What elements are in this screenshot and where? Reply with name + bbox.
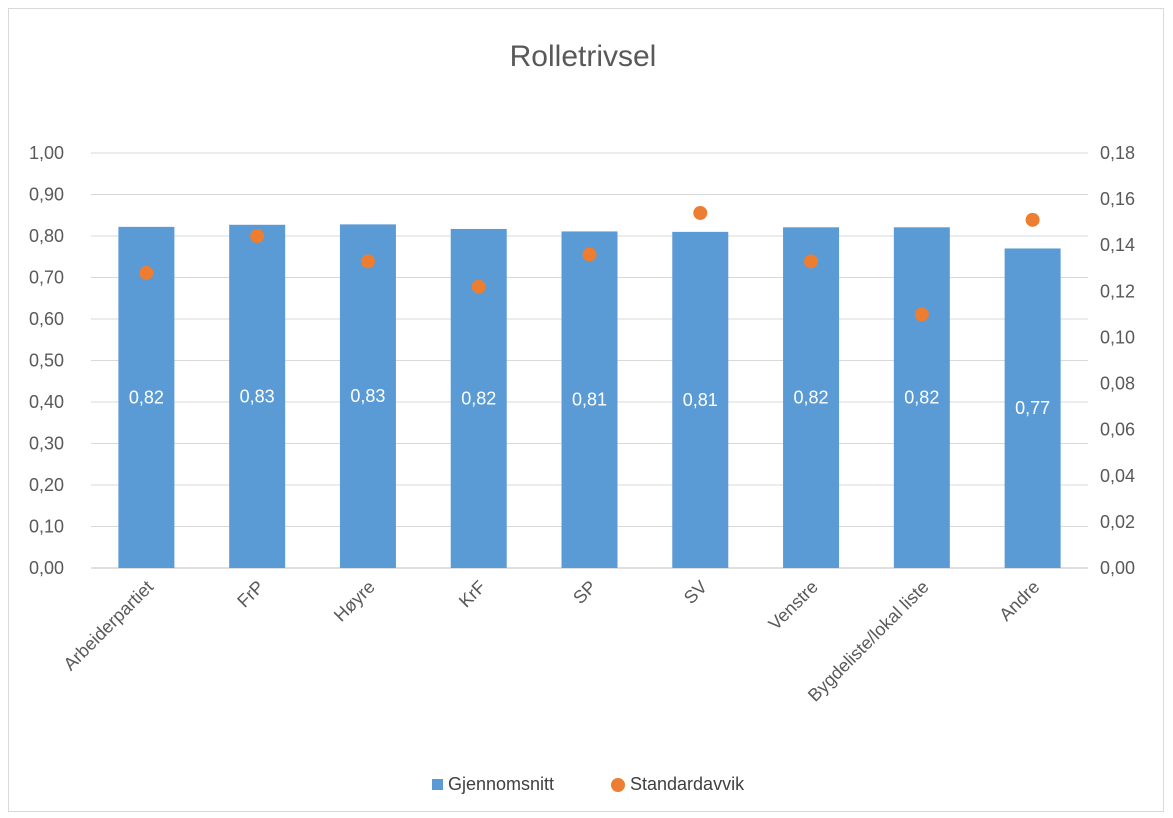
bar-data-label: 0,83 [350, 386, 385, 406]
left-tick-label: 0,10 [29, 517, 64, 537]
bar-data-label: 0,77 [1015, 398, 1050, 418]
bar-data-label: 0,82 [461, 388, 496, 408]
bar [783, 227, 840, 568]
bar-data-labels: 0,82 0,83 0,83 0,82 0,81 0,81 0,82 0,82 0,77 [129, 386, 1050, 418]
x-tick-label: KrF [455, 577, 490, 612]
right-tick-label: 0,16 [1100, 189, 1135, 209]
left-tick-label: 0,00 [29, 558, 64, 578]
x-tick-label: Høyre [330, 577, 379, 626]
bar-data-label: 0,81 [683, 390, 718, 410]
right-tick-label: 0,04 [1100, 466, 1135, 486]
bar [1004, 248, 1061, 568]
bar-series [118, 224, 1061, 569]
x-tick-label: Arbeiderpartiet [60, 577, 158, 675]
x-axis-ticks: Arbeiderpartiet FrP Høyre KrF SP SV VenstreByg… [60, 577, 1044, 706]
right-tick-label: 0,06 [1100, 420, 1135, 440]
left-tick-label: 0,30 [29, 434, 64, 454]
data-point [250, 229, 265, 243]
left-tick-label: 0,80 [29, 226, 64, 246]
bar-data-label: 0,82 [904, 388, 939, 408]
data-point [471, 279, 486, 294]
bar [118, 226, 175, 568]
left-tick-label: 0,90 [29, 185, 64, 205]
x-tick-label: SV [680, 577, 711, 608]
bar [672, 231, 729, 568]
left-tick-label: 0,40 [29, 392, 64, 412]
left-axis-ticks: 0,00 0,10 0,20 0,30 0,40 0,50 0,60 0,70 0,80 0,90… [29, 143, 64, 578]
bar [229, 224, 286, 569]
right-tick-label: 0,14 [1100, 235, 1135, 255]
x-tick-label: Bygdeliste/lokal liste [804, 577, 933, 706]
right-axis-ticks: 0,00 0,02 0,04 0,06 0,08 0,10 0,12 0,14 0,16 0,18 [1100, 143, 1135, 578]
right-tick-label: 0,00 [1100, 558, 1135, 578]
bar-data-label: 0,83 [240, 386, 275, 406]
data-point [139, 265, 154, 280]
left-tick-label: 1,00 [29, 143, 64, 163]
legend: Gjennomsnitt Standardavvik [432, 774, 745, 794]
x-tick-label: FrP [233, 577, 268, 612]
right-tick-label: 0,10 [1100, 327, 1135, 347]
right-tick-label: 0,08 [1100, 374, 1135, 394]
bar [893, 227, 950, 568]
right-tick-label: 0,02 [1100, 512, 1135, 532]
legend-swatch-point [611, 778, 625, 792]
data-point [582, 247, 597, 262]
left-tick-label: 0,60 [29, 309, 64, 329]
data-point [360, 254, 375, 269]
bar-data-label: 0,82 [794, 388, 829, 408]
x-tick-label: Andre [995, 577, 1043, 625]
right-tick-label: 0,18 [1100, 143, 1135, 163]
point-series [139, 205, 1040, 322]
left-tick-label: 0,70 [29, 268, 64, 288]
chart-title: Rolletrivsel [510, 40, 657, 73]
legend-label-bar: Gjennomsnitt [448, 774, 554, 794]
data-point [693, 205, 708, 220]
left-tick-label: 0,20 [29, 475, 64, 495]
bar [561, 231, 618, 568]
legend-label-point: Standardavvik [630, 774, 745, 794]
right-tick-label: 0,12 [1100, 281, 1135, 301]
data-point [1025, 212, 1040, 227]
legend-swatch-bar [432, 779, 443, 790]
bar-data-label: 0,81 [572, 390, 607, 410]
data-point [804, 254, 819, 269]
x-tick-label: Venstre [765, 577, 822, 634]
data-point [914, 307, 929, 322]
bar-data-label: 0,82 [129, 387, 164, 407]
bar [339, 224, 396, 568]
x-tick-label: SP [569, 577, 600, 608]
left-tick-label: 0,50 [29, 351, 64, 371]
